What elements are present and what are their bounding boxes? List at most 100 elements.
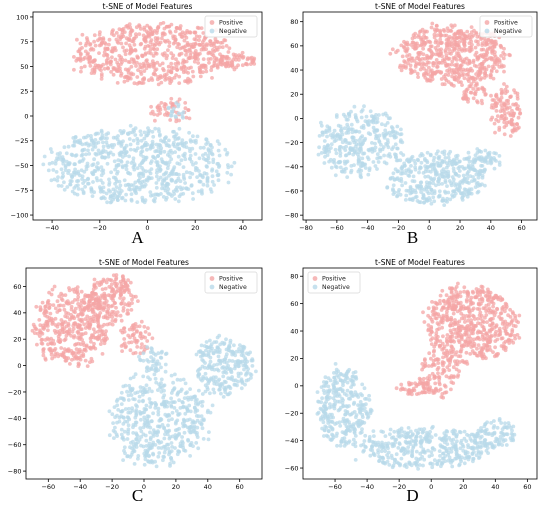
data-point [491, 106, 496, 110]
data-point [176, 136, 180, 141]
data-point [178, 46, 183, 51]
data-point [108, 62, 113, 67]
data-point [63, 163, 68, 168]
data-point [477, 149, 482, 154]
data-point [211, 378, 216, 383]
data-point [227, 358, 232, 363]
data-point [49, 336, 53, 341]
data-point [47, 161, 52, 166]
data-point [367, 119, 371, 123]
data-point [345, 159, 350, 164]
data-point [219, 391, 223, 396]
data-point [47, 306, 51, 311]
data-point [481, 87, 486, 91]
data-point [55, 152, 60, 156]
data-point [458, 65, 463, 70]
data-point [114, 276, 119, 280]
data-point [178, 179, 183, 184]
data-point [163, 362, 168, 367]
data-point [123, 52, 128, 57]
data-point [433, 316, 438, 320]
data-point [226, 163, 230, 167]
data-point [152, 112, 157, 117]
data-point [370, 150, 375, 154]
data-point [219, 57, 223, 62]
data-point [184, 170, 189, 175]
data-point [488, 290, 493, 295]
data-point [366, 157, 371, 162]
data-point [205, 180, 210, 184]
data-point [465, 87, 470, 91]
data-point [143, 433, 148, 438]
data-point [119, 432, 124, 437]
data-point [208, 42, 212, 46]
data-point [467, 33, 472, 37]
data-point [486, 151, 490, 156]
data-point [139, 319, 144, 324]
data-point [204, 348, 208, 353]
data-point [463, 339, 468, 344]
data-point [144, 453, 149, 457]
data-point [380, 122, 384, 127]
data-point [459, 47, 464, 52]
data-point [200, 392, 205, 396]
data-point [404, 49, 409, 54]
data-point [179, 387, 184, 392]
data-point [72, 335, 76, 340]
data-point [119, 160, 124, 164]
data-point [455, 51, 459, 55]
legend-label: Negative [494, 28, 522, 35]
data-point [450, 59, 455, 64]
data-point [48, 311, 53, 316]
data-point [150, 109, 155, 114]
data-point [101, 144, 106, 149]
data-point [169, 441, 174, 445]
data-point [322, 139, 327, 143]
data-point [373, 145, 378, 150]
data-point [461, 173, 466, 178]
data-point [190, 191, 195, 196]
data-point [395, 146, 400, 151]
data-point [194, 441, 199, 445]
data-point [499, 95, 504, 100]
data-point [498, 99, 503, 104]
data-point [77, 317, 82, 322]
data-point [424, 180, 429, 185]
data-point [118, 66, 122, 71]
data-point [406, 61, 410, 66]
data-point [145, 414, 150, 418]
data-point [153, 196, 158, 201]
data-point [454, 304, 459, 309]
data-point [113, 181, 117, 186]
data-point [224, 347, 229, 352]
data-point [175, 427, 180, 432]
data-point [109, 170, 113, 175]
data-point [201, 376, 206, 381]
data-point [132, 42, 137, 47]
data-point [185, 418, 190, 423]
data-point [49, 178, 54, 183]
data-point [319, 120, 323, 125]
data-point [155, 192, 160, 197]
data-point [129, 440, 133, 445]
data-point [99, 305, 104, 309]
data-point [197, 67, 202, 72]
data-point [151, 363, 155, 368]
data-point [419, 43, 423, 48]
data-point [170, 400, 174, 404]
data-point [119, 281, 124, 286]
data-point [92, 303, 96, 308]
x-tick-label: 40 [239, 224, 247, 232]
data-point [432, 35, 437, 40]
data-point [144, 35, 148, 40]
x-tick-label: 0 [145, 224, 149, 232]
data-point [457, 319, 462, 324]
data-point [180, 111, 184, 116]
data-point [60, 175, 64, 180]
data-point [435, 339, 440, 343]
data-point [169, 157, 174, 162]
data-point [98, 185, 102, 190]
data-point [441, 334, 445, 339]
data-point [360, 156, 365, 161]
data-point [440, 54, 444, 59]
